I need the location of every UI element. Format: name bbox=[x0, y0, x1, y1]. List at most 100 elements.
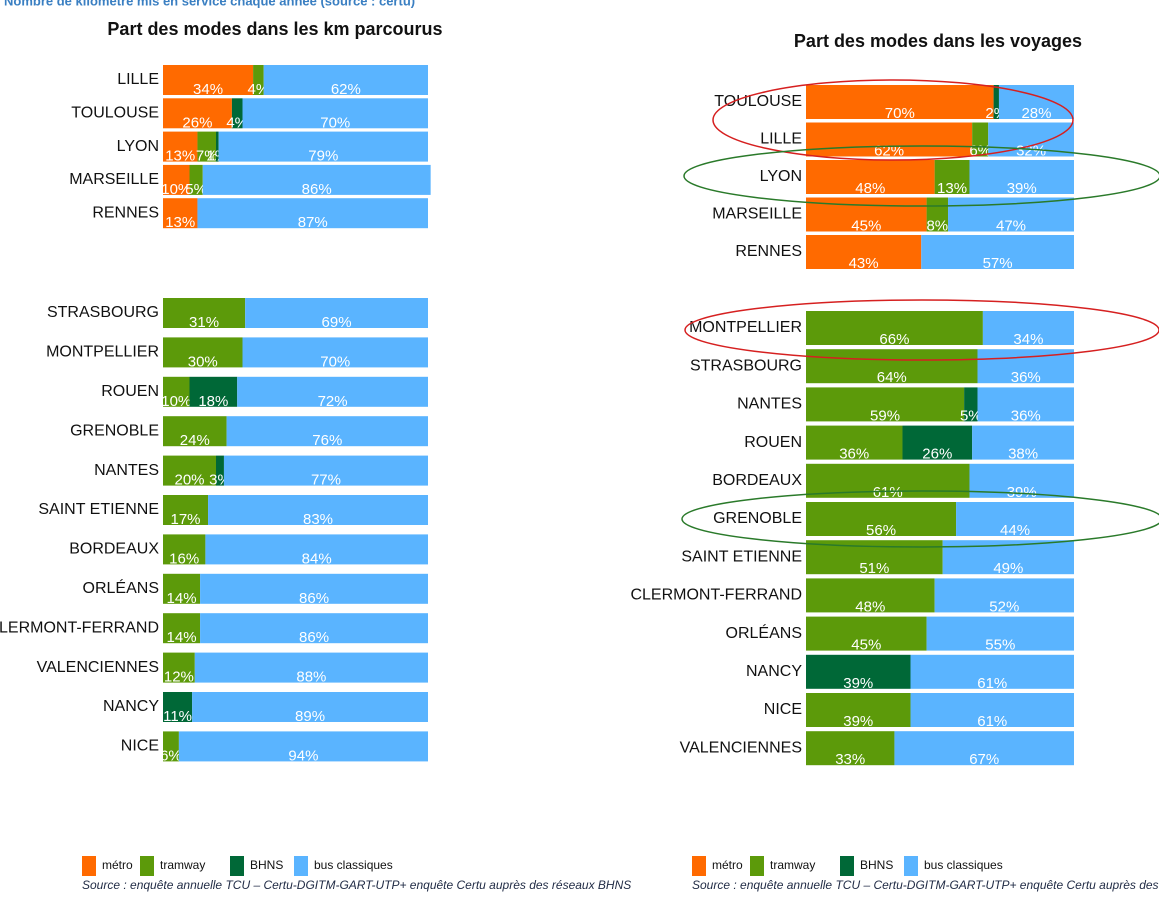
bar-segment bbox=[163, 65, 254, 95]
category-label: RENNES bbox=[735, 243, 802, 260]
bar-segment bbox=[910, 693, 1074, 727]
chart-title: Part des modes dans les km parcourus bbox=[107, 19, 442, 39]
value-label: 24% bbox=[180, 432, 210, 449]
highlight-ellipse bbox=[684, 299, 1159, 361]
category-label: NANTES bbox=[94, 462, 159, 479]
value-label: 55% bbox=[985, 637, 1015, 654]
bar-segment bbox=[189, 164, 203, 195]
bar-segment bbox=[806, 578, 935, 613]
bar-segment bbox=[163, 495, 209, 525]
bar-segment bbox=[163, 573, 201, 604]
category-label: TOULOUSE bbox=[71, 105, 159, 122]
category-label: LYON bbox=[760, 168, 802, 185]
value-label: 52% bbox=[989, 598, 1019, 615]
value-label: 83% bbox=[303, 511, 333, 528]
bar-segment bbox=[163, 692, 193, 722]
category-label: GRENOBLE bbox=[713, 510, 802, 527]
bar-segment bbox=[163, 131, 198, 162]
bar-segment bbox=[223, 455, 428, 486]
legend-swatch bbox=[82, 856, 96, 876]
value-label: 33% bbox=[835, 751, 865, 768]
category-label: NANCY bbox=[746, 663, 802, 680]
bar-segment bbox=[910, 654, 1074, 689]
bar-segment bbox=[163, 455, 216, 486]
bar-segment bbox=[806, 654, 911, 689]
value-label: 16% bbox=[169, 550, 199, 567]
value-label: 12% bbox=[164, 669, 194, 686]
value-label: 87% bbox=[298, 214, 328, 231]
value-label: 48% bbox=[855, 180, 885, 197]
bar-segment bbox=[806, 693, 911, 727]
value-label: 5% bbox=[960, 407, 982, 424]
chart-title: Part des modes dans les voyages bbox=[794, 31, 1082, 51]
bar-segment bbox=[163, 416, 227, 447]
category-label: BORDEAUX bbox=[69, 541, 159, 558]
bar-segment bbox=[216, 455, 224, 486]
bar-segment bbox=[231, 98, 243, 129]
bar-segment bbox=[806, 235, 922, 269]
category-label: MARSEILLE bbox=[69, 171, 159, 188]
value-label: 49% bbox=[993, 560, 1023, 577]
value-label: 69% bbox=[322, 314, 352, 331]
value-label: 26% bbox=[922, 446, 952, 463]
highlight-ellipse bbox=[681, 490, 1159, 548]
bar-segment bbox=[226, 416, 428, 447]
value-label: 17% bbox=[171, 511, 201, 528]
highlight-ellipse bbox=[683, 145, 1159, 207]
bar-segment bbox=[163, 98, 232, 129]
bar-segment bbox=[956, 502, 1074, 536]
bar-segment bbox=[806, 85, 994, 119]
bar-segment bbox=[964, 387, 978, 422]
bar-segment bbox=[972, 122, 989, 157]
value-label: 59% bbox=[870, 407, 900, 424]
bar-segment bbox=[806, 502, 957, 536]
value-label: 61% bbox=[873, 484, 903, 501]
category-label: LILLE bbox=[117, 71, 159, 88]
value-label: 57% bbox=[983, 255, 1013, 272]
bar-segment bbox=[806, 311, 983, 345]
category-label: ROUEN bbox=[101, 383, 159, 400]
category-label: LILLE bbox=[760, 131, 802, 148]
value-label: 76% bbox=[312, 432, 342, 449]
value-label: 13% bbox=[937, 180, 967, 197]
bar-segment bbox=[998, 85, 1074, 119]
bar-segment bbox=[926, 616, 1074, 651]
value-label: 72% bbox=[318, 393, 348, 410]
value-label: 56% bbox=[866, 522, 896, 539]
value-label: 34% bbox=[1013, 331, 1043, 348]
legend-swatch bbox=[230, 856, 244, 876]
bar-segment bbox=[200, 613, 428, 644]
bar-segment bbox=[806, 349, 978, 384]
bar-segment bbox=[245, 298, 428, 328]
value-label: 89% bbox=[295, 708, 325, 725]
value-label: 28% bbox=[1021, 105, 1051, 122]
value-label: 34% bbox=[193, 81, 223, 98]
value-label: 62% bbox=[874, 142, 904, 159]
value-label: 20% bbox=[174, 472, 204, 489]
value-label: 39% bbox=[1007, 484, 1037, 501]
bar-segment bbox=[982, 311, 1074, 345]
category-label: BORDEAUX bbox=[712, 472, 802, 489]
category-label: NANCY bbox=[103, 698, 159, 715]
value-label: 18% bbox=[198, 393, 228, 410]
value-label: 48% bbox=[855, 598, 885, 615]
category-label: ROUEN bbox=[744, 434, 802, 451]
charts: Part des modes dans les km parcourus LILL… bbox=[0, 19, 1159, 892]
bar-segment bbox=[163, 376, 190, 407]
category-label: NICE bbox=[764, 701, 802, 718]
value-label: 14% bbox=[167, 629, 197, 646]
bar-segment bbox=[806, 160, 935, 194]
bar-segment bbox=[163, 534, 206, 565]
legend-label: BHNS bbox=[860, 858, 893, 872]
bar-segment bbox=[218, 131, 428, 162]
bar-segment bbox=[806, 731, 895, 766]
value-label: 13% bbox=[165, 214, 195, 231]
bar-segment bbox=[205, 534, 428, 565]
value-label: 30% bbox=[188, 353, 218, 370]
value-label: 51% bbox=[859, 560, 889, 577]
bar-segment bbox=[263, 65, 428, 95]
value-label: 64% bbox=[877, 369, 907, 386]
category-label: CLERMONT-FERRAND bbox=[630, 587, 802, 604]
value-label: 44% bbox=[1000, 522, 1030, 539]
